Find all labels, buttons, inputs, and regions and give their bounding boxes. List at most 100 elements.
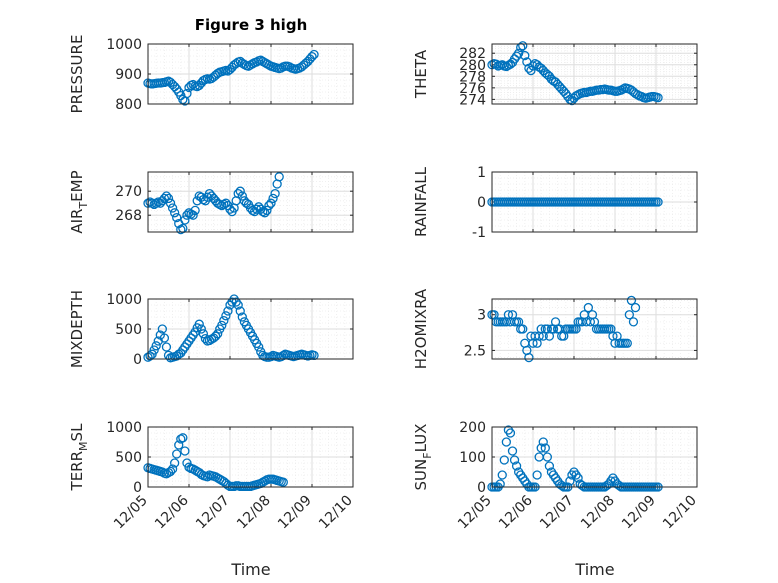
data-point bbox=[180, 215, 190, 225]
data-point bbox=[167, 464, 178, 474]
axes-box bbox=[491, 43, 698, 105]
y-tick-label: 2.5 bbox=[464, 343, 486, 359]
x-tick-label: 12/10 bbox=[316, 493, 356, 533]
subplot-air_temp: 268 270 AIRTEMP bbox=[68, 170, 354, 235]
y-tick-label: 1 bbox=[477, 165, 486, 181]
data-point bbox=[196, 324, 206, 334]
data-point bbox=[237, 191, 247, 201]
data-point bbox=[536, 443, 546, 453]
y-axis-label: SUNFLUX bbox=[412, 424, 434, 491]
data-point bbox=[268, 193, 278, 204]
data-point bbox=[176, 434, 186, 444]
data-point bbox=[176, 224, 186, 235]
data-point bbox=[528, 61, 538, 71]
axes-box bbox=[491, 426, 698, 488]
y-tick-label: 0 bbox=[477, 480, 486, 496]
y-axis-label: THETA bbox=[412, 49, 430, 99]
data-point bbox=[219, 199, 229, 210]
x-tick-label: 12/07 bbox=[537, 493, 577, 533]
data-point bbox=[653, 197, 663, 207]
data-point bbox=[509, 455, 520, 465]
data-point bbox=[237, 312, 247, 322]
data-point bbox=[165, 466, 176, 477]
data-point bbox=[178, 433, 188, 443]
y-axis-label-main: TERR bbox=[68, 451, 86, 492]
data-point bbox=[167, 203, 178, 213]
figure-title: Figure 3 high bbox=[195, 16, 308, 34]
x-axis-label-right: Time bbox=[574, 560, 614, 579]
data-point bbox=[309, 49, 319, 60]
data-point bbox=[161, 191, 172, 201]
data-point bbox=[307, 51, 317, 62]
y-axis-label-main: PRESSURE bbox=[68, 35, 86, 114]
y-axis-label-subscript: T bbox=[77, 202, 90, 210]
data-point bbox=[157, 324, 168, 334]
y-axis-label-main: RAINFALL bbox=[412, 166, 430, 237]
data-point bbox=[264, 200, 274, 211]
data-point bbox=[251, 204, 262, 214]
data-point bbox=[526, 65, 536, 76]
y-tick-label: 800 bbox=[115, 97, 142, 113]
data-point bbox=[182, 210, 192, 220]
data-point bbox=[262, 205, 272, 216]
data-point bbox=[516, 42, 526, 53]
data-point bbox=[520, 50, 530, 61]
data-point bbox=[622, 338, 632, 348]
data-point bbox=[217, 320, 227, 331]
y-axis-label-main: THETA bbox=[412, 49, 430, 99]
data-point bbox=[538, 437, 548, 447]
y-axis-label: RAINFALL bbox=[412, 166, 430, 237]
data-point bbox=[266, 198, 276, 208]
data-point bbox=[557, 480, 567, 491]
axes-box bbox=[491, 298, 698, 360]
x-tick-label: 12/09 bbox=[619, 493, 659, 533]
data-point bbox=[225, 204, 235, 214]
subplot-terr_msl: 0 500 1000 TERRMSL 12/05 12/06 12/07 12/08 12/09… bbox=[68, 420, 356, 532]
x-tick-label: 12/08 bbox=[578, 493, 618, 533]
data-point bbox=[624, 310, 634, 320]
data-point bbox=[165, 198, 176, 208]
y-tick-label: 270 bbox=[115, 184, 142, 200]
y-axis-label-tail: SL bbox=[68, 423, 86, 442]
y-axis-label: H2OMIXRA bbox=[412, 288, 430, 369]
y-axis-label: PRESSURE bbox=[68, 35, 86, 114]
y-axis-label: AIRTEMP bbox=[68, 170, 90, 233]
y-tick-label: 1000 bbox=[106, 420, 142, 436]
data-point bbox=[495, 479, 505, 489]
data-point bbox=[628, 317, 639, 327]
axes-box bbox=[147, 426, 354, 488]
data-point bbox=[505, 428, 516, 438]
x-tick-label: 12/09 bbox=[275, 493, 315, 533]
y-tick-label: 500 bbox=[115, 322, 142, 338]
data-point bbox=[264, 60, 274, 70]
data-point bbox=[499, 455, 509, 465]
y-axis-label-tail: LUX bbox=[412, 424, 430, 453]
subplot-rainfall: -1 0 1 RAINFALL bbox=[412, 165, 698, 241]
y-tick-label: 278 bbox=[459, 69, 486, 85]
data-point bbox=[518, 324, 528, 334]
data-point bbox=[194, 319, 204, 329]
y-tick-label: 3 bbox=[477, 308, 486, 324]
y-tick-label: 274 bbox=[459, 92, 486, 108]
data-point bbox=[213, 329, 223, 339]
data-point bbox=[235, 306, 245, 316]
y-tick-label: 0 bbox=[133, 480, 142, 496]
x-tick-label: 12/08 bbox=[234, 493, 274, 533]
x-tick-label: 12/05 bbox=[455, 493, 495, 533]
data-point bbox=[190, 205, 200, 216]
data-point bbox=[626, 295, 637, 306]
x-axis-label-left: Time bbox=[230, 560, 270, 579]
data-point bbox=[198, 75, 209, 86]
data-point bbox=[233, 300, 243, 310]
data-point bbox=[169, 208, 180, 218]
y-tick-label: -1 bbox=[472, 225, 486, 241]
data-point bbox=[159, 193, 170, 204]
data-point bbox=[630, 302, 641, 313]
data-point bbox=[180, 446, 190, 456]
subplot-h2omixra: 2.5 3 H2OMIXRA bbox=[412, 288, 698, 369]
subplot-mixdepth: 0 500 1000 MIXDEPTH bbox=[68, 290, 354, 368]
y-axis-label-subscript: F bbox=[421, 452, 434, 458]
y-tick-label: 0 bbox=[477, 195, 486, 211]
y-tick-label: 900 bbox=[115, 67, 142, 83]
data-point bbox=[159, 333, 170, 343]
